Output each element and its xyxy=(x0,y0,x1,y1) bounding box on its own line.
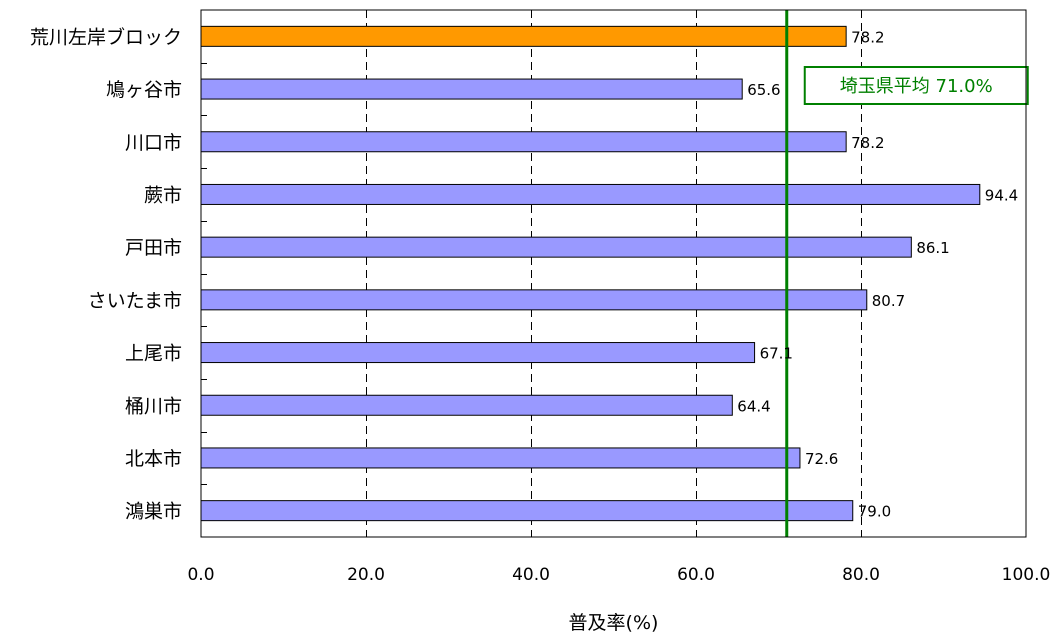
category-label-2: 川口市 xyxy=(125,132,182,154)
x-tick-label-4: 80.0 xyxy=(842,565,880,585)
x-tick-label-3: 60.0 xyxy=(677,565,715,585)
value-label-0: 78.2 xyxy=(851,28,884,46)
bar-3 xyxy=(200,183,981,205)
value-label-6: 67.1 xyxy=(760,345,793,363)
value-label-1: 65.6 xyxy=(747,81,780,99)
grid-lines xyxy=(366,10,862,537)
category-label-3: 蕨市 xyxy=(144,184,182,206)
y-axis-ticks xyxy=(201,63,207,485)
value-label-2: 78.2 xyxy=(851,134,884,152)
bar-9 xyxy=(200,500,854,522)
plot-area-frame xyxy=(200,9,1027,538)
value-label-9: 79.0 xyxy=(858,503,891,521)
category-label-9: 鴻巣市 xyxy=(125,501,182,523)
category-label-8: 北本市 xyxy=(125,448,182,470)
value-label-5: 80.7 xyxy=(872,292,905,310)
bar-7 xyxy=(200,394,733,416)
reference-label-box xyxy=(803,66,1029,105)
bar-8 xyxy=(200,447,801,469)
category-label-7: 桶川市 xyxy=(125,395,182,417)
x-tick-label-2: 40.0 xyxy=(512,565,550,585)
labels: 78.2 荒川左岸ブロック 65.6 鳩ヶ谷市 78.2 川口市 94.4 蕨市 86.1 戸田市… xyxy=(30,25,1050,585)
value-label-3: 94.4 xyxy=(985,186,1018,204)
reference-line-group: 埼玉県平均 71.0% xyxy=(785,10,1029,537)
x-tick-label-0: 0.0 xyxy=(187,565,214,585)
bar-1 xyxy=(200,78,743,100)
category-label-5: さいたま市 xyxy=(88,290,182,312)
category-label-6: 上尾市 xyxy=(125,343,182,365)
reference-label: 埼玉県平均 71.0% xyxy=(840,76,993,97)
category-label-0: 荒川左岸ブロック xyxy=(30,25,182,48)
value-label-8: 72.6 xyxy=(805,450,838,468)
bar-6 xyxy=(200,342,756,364)
x-axis-title: 普及率(%) xyxy=(569,612,659,634)
bar-5 xyxy=(200,289,868,311)
bars xyxy=(200,25,981,522)
value-label-7: 64.4 xyxy=(737,397,770,415)
category-label-4: 戸田市 xyxy=(125,237,182,259)
x-tick-label-1: 20.0 xyxy=(347,565,385,585)
bar-0 xyxy=(200,25,847,47)
value-label-4: 86.1 xyxy=(916,239,949,257)
bar-4 xyxy=(200,236,912,258)
bar-2 xyxy=(200,131,847,153)
x-tick-label-5: 100.0 xyxy=(1002,565,1051,585)
category-label-1: 鳩ヶ谷市 xyxy=(106,79,182,101)
